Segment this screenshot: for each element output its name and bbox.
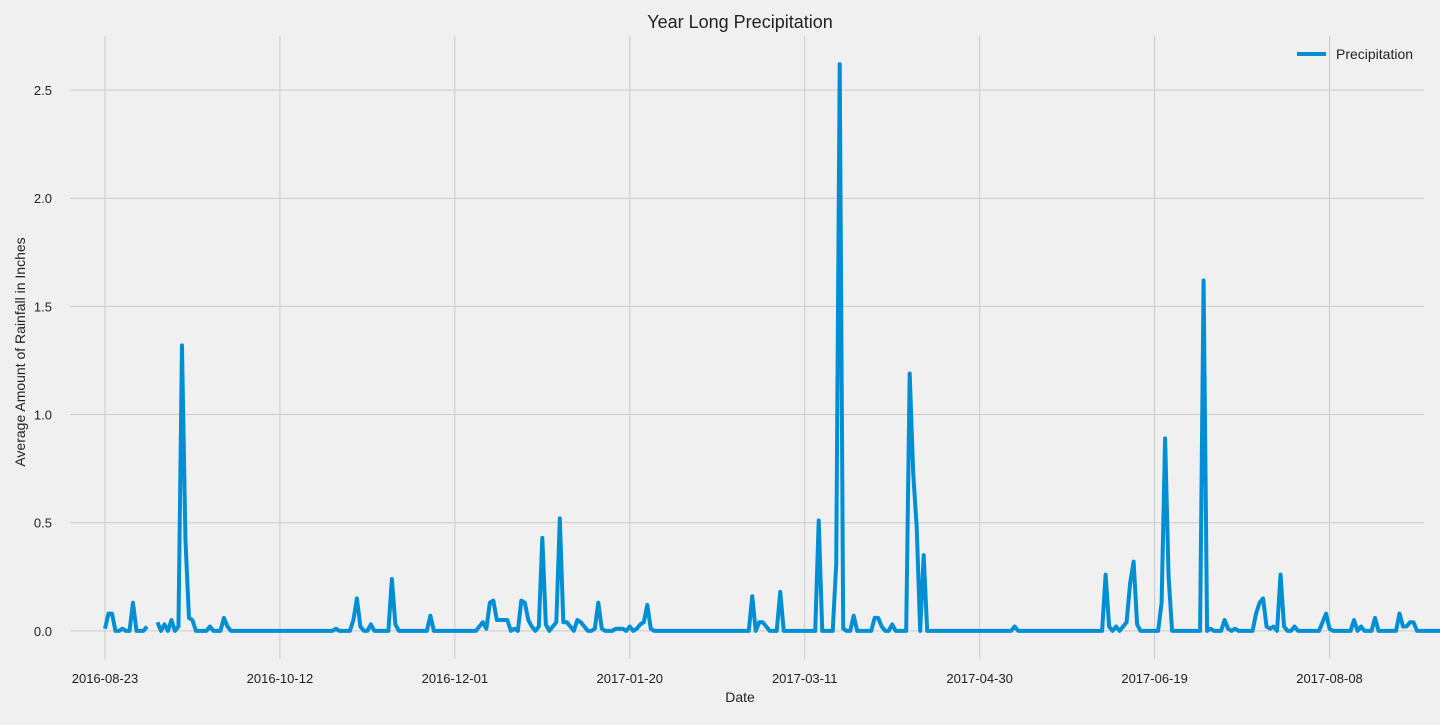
y-axis-label: Average Amount of Rainfall in Inches bbox=[12, 237, 28, 466]
y-tick-label: 0.5 bbox=[34, 516, 52, 531]
y-tick-label: 2.0 bbox=[34, 191, 52, 206]
x-tick-label: 2016-12-01 bbox=[422, 671, 489, 686]
x-tick-label: 2016-08-23 bbox=[72, 671, 139, 686]
y-tick-label: 1.5 bbox=[34, 299, 52, 314]
precipitation-line-segment bbox=[103, 600, 149, 633]
x-tick-label: 2017-04-30 bbox=[946, 671, 1013, 686]
y-tick-label: 2.5 bbox=[34, 83, 52, 98]
legend: Precipitation bbox=[1297, 46, 1413, 62]
grid bbox=[70, 36, 1424, 659]
x-tick-label: 2017-08-08 bbox=[1296, 671, 1363, 686]
axis-ticks: 0.0 0.5 1.0 1.5 2.0 2.5 2016-08-23 2016-10-12 20… bbox=[34, 83, 1363, 686]
precipitation-line-segment bbox=[155, 62, 1440, 633]
precipitation-series bbox=[103, 62, 1440, 633]
x-axis-label: Date bbox=[725, 689, 755, 705]
x-tick-label: 2016-10-12 bbox=[247, 671, 314, 686]
x-tick-label: 2017-06-19 bbox=[1121, 671, 1188, 686]
x-tick-label: 2017-03-11 bbox=[772, 671, 838, 686]
y-tick-label: 1.0 bbox=[34, 408, 52, 423]
y-tick-label: 0.0 bbox=[34, 624, 52, 639]
chart-title: Year Long Precipitation bbox=[647, 12, 832, 32]
legend-label-precipitation: Precipitation bbox=[1336, 46, 1413, 62]
x-tick-label: 2017-01-20 bbox=[597, 671, 664, 686]
